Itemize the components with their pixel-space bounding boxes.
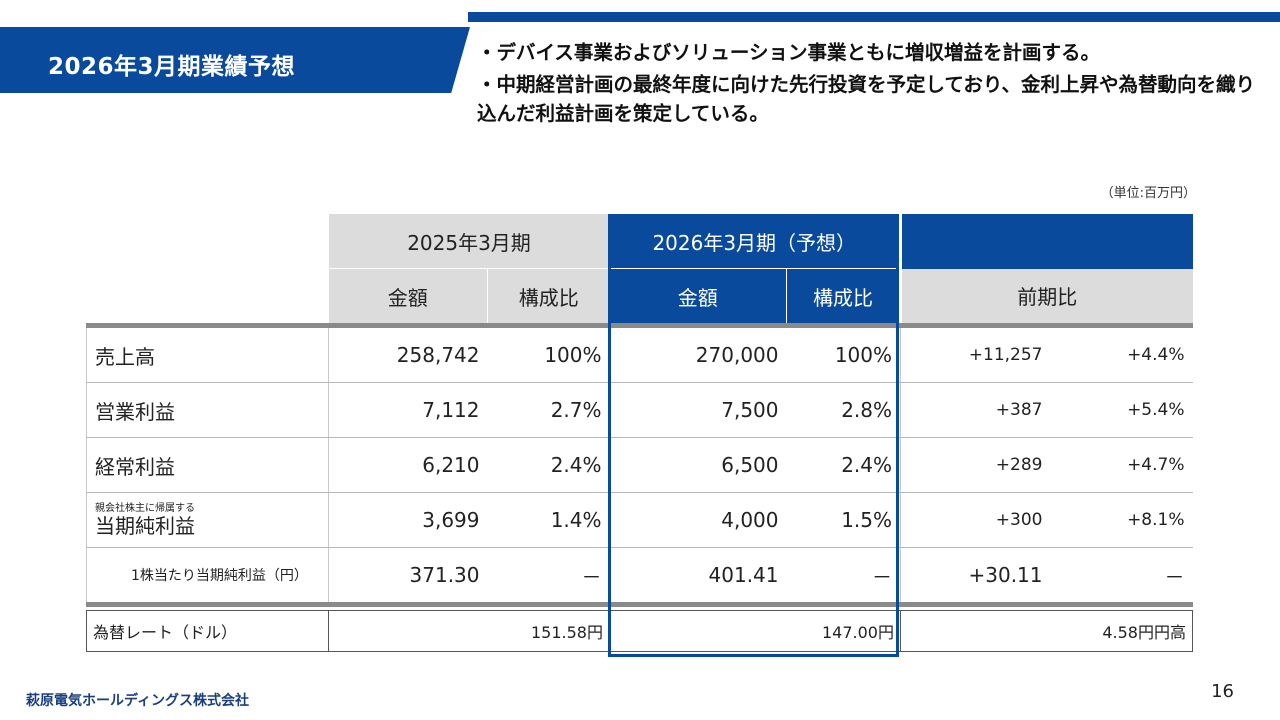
forecast-ratio: 2.8% [786,382,901,438]
prev-amount: 371.30 [328,547,488,607]
header-ratio-forecast: 構成比 [786,268,901,326]
table-row: 経常利益 6,210 2.4% 6,500 2.4% +289 +4.7% [86,437,1193,493]
header-period-prev: 2025年3月期 [328,214,610,269]
yoy-diff: +289 [900,437,1051,493]
forecast-amount: 6,500 [609,437,787,493]
table-row: 営業利益 7,112 2.7% 7,500 2.8% +387 +5.4% [86,382,1193,438]
row-label-net-income: 親会社株主に帰属する 当期純利益 [86,492,329,548]
yoy-pct: － [1050,547,1193,607]
prev-amount: 6,210 [328,437,488,493]
table-row: 親会社株主に帰属する 当期純利益 3,699 1.4% 4,000 1.5% +… [86,492,1193,548]
exchange-rate-table: 為替レート（ドル） 151.58円 147.00円 4.58円円高 [86,610,1193,652]
header-ratio-prev: 構成比 [487,268,610,326]
prev-ratio: 100% [487,323,610,383]
forecast-amount: 7,500 [609,382,787,438]
yoy-diff: +30.11 [900,547,1051,607]
header-blank-2 [86,268,329,326]
prev-ratio: 2.4% [487,437,610,493]
rate-label: 為替レート（ドル） [86,610,329,652]
row-label: 営業利益 [86,382,329,438]
top-accent-bar [468,12,1280,22]
prev-ratio: 1.4% [487,492,610,548]
rate-prev: 151.58円 [328,610,610,652]
yoy-pct: +5.4% [1050,382,1193,438]
forecast-amount: 4,000 [609,492,787,548]
title-band [0,27,470,93]
header-blank-blue [899,214,1193,269]
table-row: 売上高 258,742 100% 270,000 100% +11,257 +4… [86,323,1193,383]
header-amount-prev: 金額 [328,268,488,326]
yoy-diff: +300 [900,492,1051,548]
yoy-pct: +8.1% [1050,492,1193,548]
yoy-diff: +387 [900,382,1051,438]
forecast-ratio: 2.4% [786,437,901,493]
row-sublabel: 親会社株主に帰属する [95,503,195,514]
slide-title: 2026年3月期業績予想 [48,54,296,80]
unit-note: （単位:百万円） [1100,186,1196,201]
yoy-diff: +11,257 [900,323,1051,383]
forecast-amount: 270,000 [609,323,787,383]
header-row-columns: 金額 構成比 金額 構成比 前期比 [86,268,1193,326]
row-label: 経常利益 [86,437,329,493]
header-yoy: 前期比 [899,268,1193,326]
forecast-table: 2025年3月期 2026年3月期（予想） 金額 構成比 金額 構成比 前期比 … [86,214,1193,607]
prev-ratio: 2.7% [487,382,610,438]
rate-forecast: 147.00円 [609,610,901,652]
forecast-ratio: － [786,547,901,607]
forecast-ratio: 1.5% [786,492,901,548]
prev-amount: 3,699 [328,492,488,548]
forecast-amount: 401.41 [609,547,787,607]
row-label: 1株当たり当期純利益（円） [86,547,329,607]
header-amount-forecast: 金額 [609,268,787,326]
forecast-ratio: 100% [786,323,901,383]
header-blank [86,214,329,269]
table-row: 1株当たり当期純利益（円） 371.30 － 401.41 － +30.11 － [86,547,1193,607]
prev-amount: 258,742 [328,323,488,383]
row-label: 当期純利益 [95,514,195,538]
header-row-periods: 2025年3月期 2026年3月期（予想） [86,214,1193,269]
yoy-pct: +4.7% [1050,437,1193,493]
prev-amount: 7,112 [328,382,488,438]
bullet-2: ・中期経営計画の最終年度に向けた先行投資を予定しており、金利上昇や為替動向を織り… [477,73,1256,125]
header-period-forecast: 2026年3月期（予想） [609,214,901,269]
rate-change: 4.58円円高 [900,610,1193,652]
exchange-rate-row: 為替レート（ドル） 151.58円 147.00円 4.58円円高 [86,610,1193,652]
prev-ratio: － [487,547,610,607]
summary-bullets: ・デバイス事業およびソリューション事業ともに増収増益を計画する。 ・中期経営計画… [477,38,1267,131]
page-number: 16 [1211,681,1234,702]
yoy-pct: +4.4% [1050,323,1193,383]
bullet-1: ・デバイス事業およびソリューション事業ともに増収増益を計画する。 [477,41,1101,64]
company-logo-text: 萩原電気ホールディングス株式会社 [26,693,250,709]
row-label: 売上高 [86,323,329,383]
